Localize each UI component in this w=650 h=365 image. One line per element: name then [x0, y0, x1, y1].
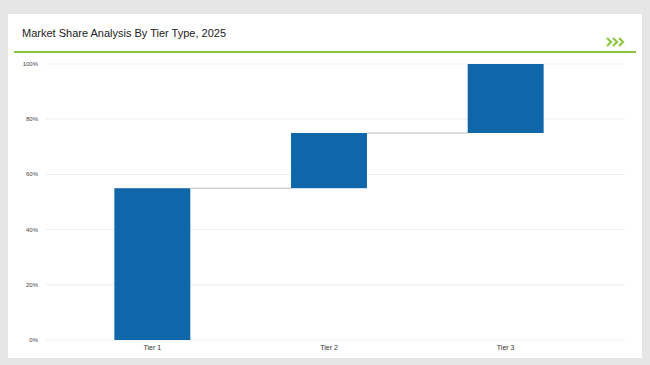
card [8, 14, 642, 358]
connector [190, 188, 291, 189]
x-tick-label: Tier 3 [497, 344, 515, 351]
chevron-icon [613, 38, 617, 46]
x-tick-label: Tier 2 [320, 344, 338, 351]
bar [468, 64, 544, 133]
title: Market Share Analysis By Tier Type, 2025 [22, 27, 226, 39]
y-tick-label: 0% [29, 337, 38, 343]
y-tick-label: 20% [26, 282, 39, 288]
chevron-icon [619, 38, 623, 46]
title-rule [14, 51, 636, 53]
y-tick-label: 40% [26, 227, 39, 233]
chevron-icon [607, 38, 611, 46]
bar [114, 188, 190, 340]
connector [367, 133, 468, 134]
bars [114, 64, 543, 340]
x-tick-label: Tier 1 [144, 344, 162, 351]
bar [291, 133, 367, 188]
y-tick-label: 80% [26, 116, 39, 122]
y-tick-label: 60% [26, 171, 39, 177]
y-tick-label: 100% [23, 61, 39, 67]
